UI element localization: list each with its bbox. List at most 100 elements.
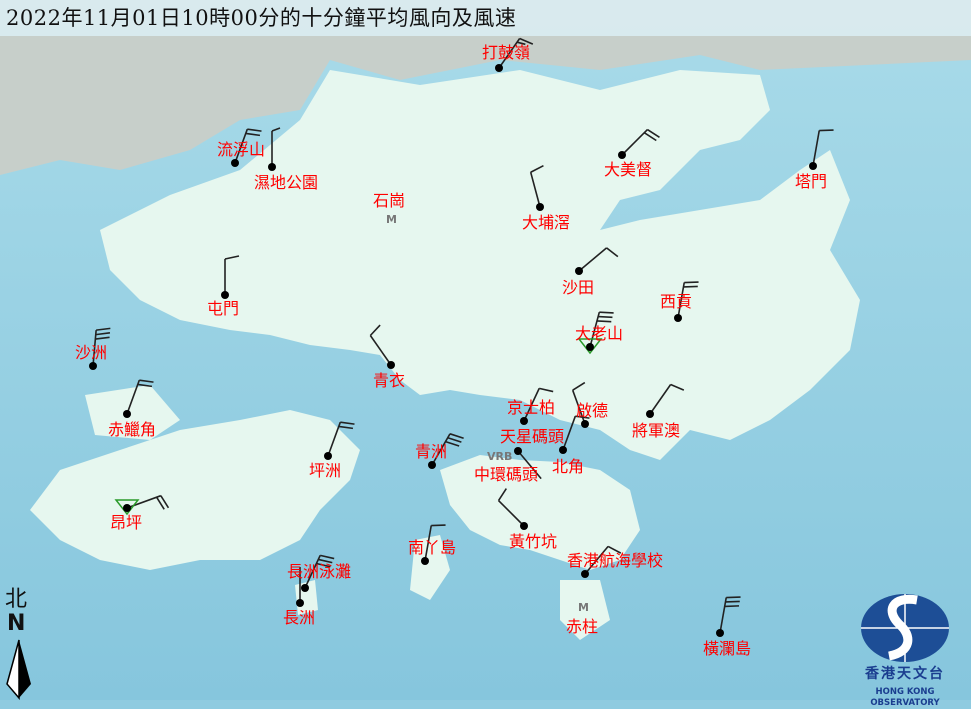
station-label: 天星碼頭 [500,427,565,446]
wind-barb-feather [726,596,741,599]
station-dot-icon [809,162,817,170]
station-dot-icon [428,461,436,469]
station-dot-icon [221,291,229,299]
station-dot-icon [559,446,567,454]
logo-english-text: HONG KONG OBSERVATORY [870,687,940,708]
wind-barb-feather [338,425,354,430]
wind-barb-staff [424,525,433,562]
station-label: 青衣 [373,371,406,390]
station-dot-icon [618,151,626,159]
wind-barb-feather [596,320,612,323]
station-label: 大埔滘 [522,213,571,232]
station-dot-icon [520,417,528,425]
wind-barb-feather [643,132,657,142]
station-dot-icon [575,267,583,275]
wind-barb-staff [126,379,141,415]
wind-barb-feather [497,488,507,501]
wind-barb-feather [95,336,110,340]
airport-island [85,385,180,440]
hko-logo: 香港天文台 HONG KONG OBSERVATORY [855,588,955,708]
station-label: 打鼓嶺 [482,43,531,62]
station-label: 坪洲 [309,461,342,480]
north-arrow: 北 N [3,588,43,700]
station-dot-icon [536,203,544,211]
wind-barb-feather [137,383,153,388]
wind-barb-feather [445,440,460,447]
station-triangle-icon [114,499,140,516]
wind-barb-staff [589,312,601,348]
wind-barb-staff [578,247,608,272]
wind-barb-staff [234,128,249,164]
station-label: 濕地公園 [254,173,319,192]
station-label: 西貢 [660,292,693,311]
wind-barb-feather [318,558,333,564]
station-label: 石崗 [373,191,406,210]
wind-barb-staff [498,38,521,69]
wind-barb-feather [245,132,261,137]
wind-barb-staff [649,384,672,415]
wind-barb-staff [719,597,728,634]
station-label: 將軍澳 [632,421,681,440]
wind-barb-feather [607,545,622,554]
station-label: 南丫島 [408,538,457,557]
station-label: 青洲 [415,442,448,461]
wind-barb-feather [724,605,740,608]
station-dot-icon [581,420,589,428]
lamma-island [410,535,450,600]
wind-barb-feather [530,164,544,173]
map-title: 2022年11月01日10時00分的十分鐘平均風向及風速 [6,6,517,30]
north-letter-label: N [7,611,26,636]
wind-barb-feather [316,562,331,568]
title-bar: 2022年11月01日10時00分的十分鐘平均風向及風速 [0,0,971,36]
station-dot-icon [301,584,309,592]
station-label: 赤鱲角 [108,420,157,439]
wind-barb-feather [320,554,335,560]
station-label: 屯門 [207,299,240,318]
station-dot-icon [674,314,682,322]
wind-barb-staff [562,415,577,451]
station-dot-icon [646,410,654,418]
wind-barb-staff [431,433,451,466]
north-arrow-icon [6,639,31,700]
wind-barb-feather [95,332,111,336]
wind-barb-feather [572,381,586,391]
wind-barb-feather [539,387,554,393]
wind-barb-staff [497,499,525,527]
station-dot-icon [123,504,131,512]
mainland-china [0,36,971,175]
wind-barb-staff [517,450,542,480]
wind-barb-feather [670,383,685,391]
station-dot-icon [268,163,276,171]
wind-barb-feather [271,127,281,132]
wind-barb-feather [139,379,154,383]
station-label: 中環碼頭 [474,465,539,484]
wind-barb-feather [155,496,165,510]
wind-barb-staff [327,421,342,457]
wind-barb-feather [684,281,699,284]
wind-barb-feather [516,41,526,46]
wind-barb-feather [725,600,740,603]
wind-barb-staff [523,388,540,422]
logo-chinese-text: 香港天文台 [865,666,945,682]
wind-barb-staff [677,282,686,319]
station-dot-icon [89,362,97,370]
station-label: 長洲 [283,608,316,627]
station-dot-icon [716,629,724,637]
missing-data-marker: M [578,601,589,614]
wind-barb-feather [247,128,262,132]
wind-barbs [89,37,834,637]
wind-barb-feather [340,421,355,425]
station-dot-icon [123,410,131,418]
station-dot-icon [514,447,522,455]
station-label: 啟德 [576,401,609,420]
wind-barb-feather [598,315,613,319]
missing-data-marker: M [386,213,397,226]
station-dot-icon [520,522,528,530]
wind-barb-feather [575,415,590,419]
wind-barb-feather [224,255,240,260]
hko-logo-icon [861,594,949,662]
wind-barb-feather [599,311,614,314]
wind-barb-staff [571,389,586,425]
wind-barb-staff [529,172,541,208]
